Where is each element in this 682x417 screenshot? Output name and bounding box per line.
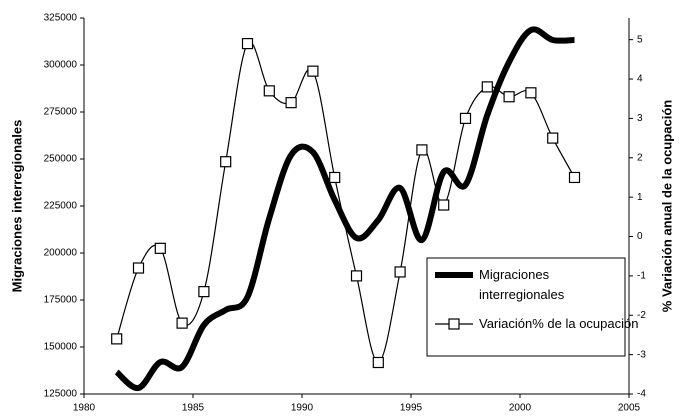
y2-tick-label: 4 [637,74,643,85]
marker [394,266,406,278]
y2-tick-label: -1 [637,271,646,282]
y-tick-label: 325000 [44,13,78,24]
x-tick-label: 1990 [291,403,314,414]
y2-tick-label: -2 [637,310,646,321]
marker [176,317,188,329]
marker [438,199,450,211]
y-tick-label: 200000 [44,248,78,259]
marker [285,97,297,109]
y2-tick-label: 0 [637,231,643,242]
x-tick-label: 1985 [182,403,205,414]
y-tick-label: 275000 [44,107,78,118]
y-tick-label: 250000 [44,154,78,165]
marker [525,87,537,99]
legend-swatch [448,318,460,330]
marker [350,270,363,282]
y-tick-label: 225000 [44,201,78,212]
y-tick-label: 125000 [44,389,78,400]
marker [241,37,254,50]
marker [132,262,145,274]
y-tick-label: 300000 [44,60,78,71]
x-tick-label: 2000 [509,403,532,414]
y2-tick-label: 2 [637,152,643,163]
marker [220,156,232,168]
x-tick-label: 1995 [400,403,423,414]
marker [416,144,428,156]
series-line [114,26,575,391]
y2-tick-label: -3 [637,349,646,360]
y-tick-label: 175000 [44,295,78,306]
marker [459,112,472,124]
y2-tick-label: 5 [637,34,643,45]
marker [111,333,123,345]
y-axis-title: Migraciones interregionales [9,120,24,293]
marker [568,171,581,184]
x-tick-label: 1980 [73,403,96,414]
y-tick-label: 150000 [44,342,78,353]
marker [547,132,559,144]
legend-label: Variación% de la ocupación [479,316,638,331]
y2-axis-title: % Variación anual de la ocupación [659,100,674,312]
marker [263,85,275,97]
y2-tick-label: 3 [637,113,643,124]
marker [154,242,166,254]
marker [481,81,493,93]
y2-tick-label: 1 [637,192,643,203]
marker [307,65,319,77]
marker [503,91,515,103]
marker [372,356,384,369]
marker [329,171,341,184]
legend-label: Migraciones interregionales [479,267,565,302]
x-tick-label: 2005 [618,403,641,414]
marker [198,286,210,298]
y2-tick-label: -4 [637,389,646,400]
